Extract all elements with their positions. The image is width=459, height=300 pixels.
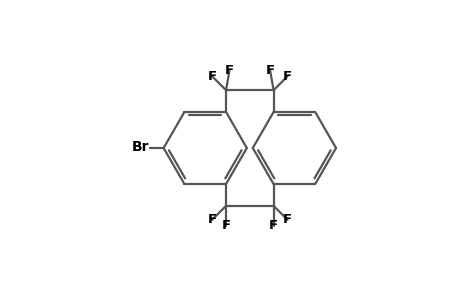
Text: F: F bbox=[207, 213, 216, 226]
Text: F: F bbox=[282, 70, 291, 83]
Text: F: F bbox=[265, 64, 274, 77]
Text: Br: Br bbox=[132, 140, 149, 154]
Text: F: F bbox=[282, 213, 291, 226]
Text: F: F bbox=[224, 64, 234, 77]
Text: F: F bbox=[207, 70, 216, 83]
Text: F: F bbox=[221, 219, 230, 232]
Text: F: F bbox=[269, 219, 278, 232]
